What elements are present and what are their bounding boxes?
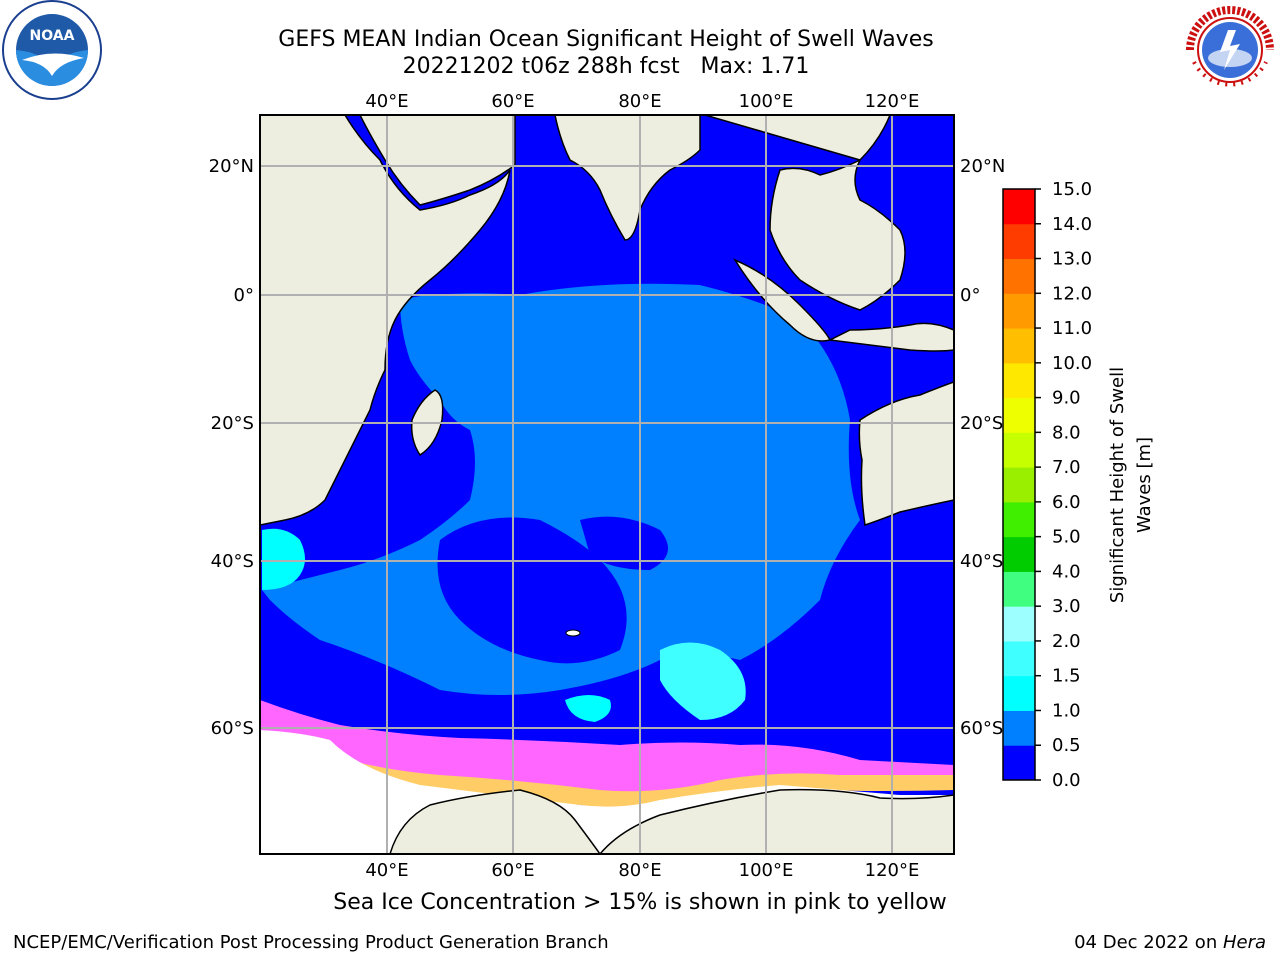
map-title: GEFS MEAN Indian Ocean Significant Heigh… — [278, 27, 934, 52]
southeast-asia-land — [704, 115, 906, 311]
ocean-low-patch — [437, 517, 627, 664]
colorbar-label-line2: Waves [m] — [1134, 437, 1155, 533]
colorbar-segment — [1003, 606, 1035, 642]
colorbar-segment — [1003, 189, 1035, 225]
colorbar-ticks: 0.0 0.5 1.0 1.5 2.0 3.0 4.0 5.0 6.0 7.0 8.0 9.0 10.0… — [1035, 179, 1092, 791]
top-lon-label: 60°E — [491, 91, 534, 112]
gridlines — [260, 115, 954, 854]
map-frame — [259, 114, 955, 855]
antarctica-land-east — [599, 788, 954, 854]
bottom-lon-label: 100°E — [739, 860, 794, 881]
left-latitude-labels: 20°N 0° 20°S 40°S 60°S — [209, 156, 254, 739]
ocean-high-patch-2 — [660, 642, 746, 720]
right-latitude-labels: 20°N 0° 20°S 40°S 60°S — [960, 156, 1005, 739]
colorbar-tick-label: 14.0 — [1052, 214, 1092, 235]
colorbar-segment — [1003, 536, 1035, 572]
top-longitude-labels: 40°E 60°E 80°E 100°E 120°E — [365, 91, 919, 112]
right-lat-label: 40°S — [960, 551, 1003, 572]
left-lat-label: 60°S — [211, 718, 254, 739]
colorbar-tick-label: 1.5 — [1052, 666, 1081, 687]
ocean-high-patch-3 — [565, 695, 611, 722]
colorbar-segment — [1003, 293, 1035, 329]
india-land — [554, 115, 701, 241]
right-lat-label: 20°S — [960, 413, 1003, 434]
colorbar-tick-label: 6.0 — [1052, 492, 1081, 513]
left-lat-label: 20°S — [211, 413, 254, 434]
colorbar-tick-label: 1.0 — [1052, 700, 1081, 721]
colorbar-tick-label: 7.0 — [1052, 457, 1081, 478]
colorbar-segment — [1003, 640, 1035, 677]
colorbar-tick-label: 8.0 — [1052, 422, 1081, 443]
bottom-lon-label: 60°E — [491, 860, 534, 881]
map-area — [260, 115, 954, 854]
left-lat-label: 0° — [234, 285, 254, 306]
svg-text:NOAA: NOAA — [30, 28, 75, 44]
colorbar-segment — [1003, 397, 1035, 433]
colorbar-segment — [1003, 710, 1035, 746]
footer-date-text: 04 Dec 2022 on — [1074, 932, 1223, 953]
colorbar-tick-label: 2.0 — [1052, 631, 1081, 652]
footer-host: Hera — [1222, 932, 1266, 953]
ocean-mid-region — [262, 281, 860, 695]
colorbar-tick-label: 13.0 — [1052, 249, 1092, 270]
map-subtitle-run: 20221202 t06z 288h fcst Max: 1.71 — [402, 54, 810, 79]
left-lat-label: 40°S — [211, 551, 254, 572]
antarctica-land — [389, 789, 601, 854]
colorbar-segment — [1003, 258, 1035, 294]
top-lon-label: 120°E — [865, 91, 920, 112]
colorbar-segment — [1003, 467, 1035, 503]
bottom-lon-label: 80°E — [618, 860, 661, 881]
colorbar-tick-label: 0.5 — [1052, 735, 1081, 756]
ocean-high-patch — [262, 528, 305, 590]
bottom-lon-label: 40°E — [365, 860, 408, 881]
sea-ice-note: Sea Ice Concentration > 15% is shown in … — [333, 890, 947, 915]
colorbar-tick-label: 5.0 — [1052, 527, 1081, 548]
kerguelen-island — [565, 629, 581, 637]
colorbar-segment — [1003, 362, 1035, 399]
colorbar-tick-label: 15.0 — [1052, 179, 1092, 200]
bottom-longitude-labels: 40°E 60°E 80°E 100°E 120°E — [365, 860, 919, 881]
colorbar-segment — [1003, 745, 1035, 781]
colorbar-segment — [1003, 432, 1035, 468]
bottom-lon-label: 120°E — [865, 860, 920, 881]
right-lat-label: 20°N — [960, 156, 1005, 177]
top-lon-label: 40°E — [365, 91, 408, 112]
colorbar — [1002, 188, 1036, 781]
colorbar-frame — [1002, 188, 1036, 781]
right-lat-label: 0° — [960, 285, 980, 306]
top-lon-label: 80°E — [618, 91, 661, 112]
australia-land — [858, 381, 954, 526]
colorbar-tick-label: 4.0 — [1052, 561, 1081, 582]
right-lat-label: 60°S — [960, 718, 1003, 739]
colorbar-segment — [1003, 571, 1035, 607]
nws-logo — [1182, 2, 1278, 98]
footer-date: 04 Dec 2022 on Hera — [1074, 932, 1266, 953]
ocean-low-patch-2 — [580, 516, 668, 570]
colorbar-tick-label: 3.0 — [1052, 596, 1081, 617]
arabia-land — [359, 115, 516, 206]
noaa-logo: NOAA — [2, 0, 102, 100]
colorbar-segment — [1003, 675, 1035, 711]
colorbar-segment — [1003, 328, 1035, 364]
footer-credit: NCEP/EMC/Verification Post Processing Pr… — [13, 932, 609, 953]
colorbar-tick-label: 10.0 — [1052, 353, 1092, 374]
left-lat-label: 20°N — [209, 156, 254, 177]
top-lon-label: 100°E — [739, 91, 794, 112]
colorbar-tick-label: 9.0 — [1052, 388, 1081, 409]
colorbar-tick-label: 11.0 — [1052, 318, 1092, 339]
colorbar-tick-label: 12.0 — [1052, 283, 1092, 304]
colorbar-segment — [1003, 223, 1035, 260]
colorbar-label-line1: Significant Height of Swell — [1107, 367, 1128, 603]
colorbar-tick-label: 0.0 — [1052, 770, 1081, 791]
colorbar-segment — [1003, 501, 1035, 538]
